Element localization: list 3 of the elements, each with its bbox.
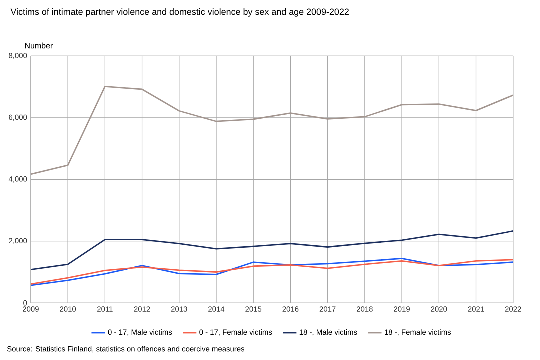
chart-title: Victims of intimate partner violence and domestic violence by sex and age 2009-2022 [10, 8, 349, 17]
line-series [30, 86, 514, 176]
line-series [30, 230, 514, 270]
